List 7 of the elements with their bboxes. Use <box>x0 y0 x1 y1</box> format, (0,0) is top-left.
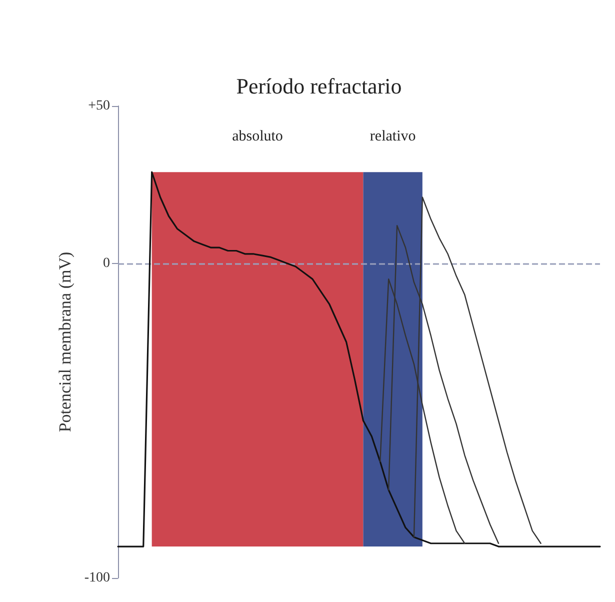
annotation: absoluto <box>232 128 283 145</box>
annotation: relativo <box>370 128 416 145</box>
chart-title: Período refractario <box>236 74 402 98</box>
y-tick-label: +50 <box>88 98 110 114</box>
y-tick-label: 0 <box>103 256 110 271</box>
y-axis-title: Potencial membrana (mV) <box>55 252 74 432</box>
y-tick-label: -100 <box>84 570 110 586</box>
